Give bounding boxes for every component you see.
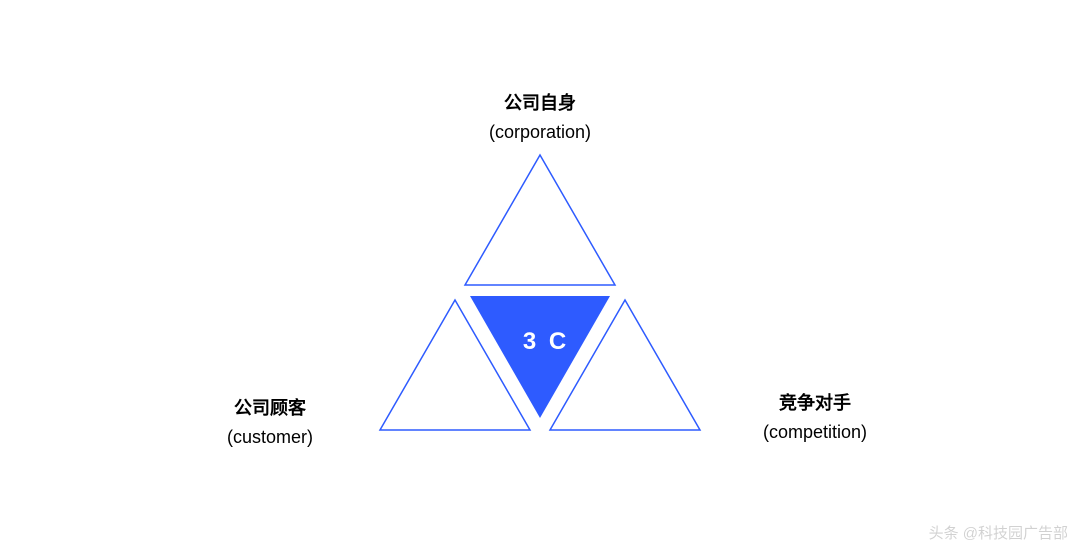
- triangle-top: [465, 155, 615, 285]
- label-left-cn: 公司顾客: [227, 395, 313, 422]
- center-label: 3 C: [523, 328, 569, 356]
- label-left: 公司顾客 (customer): [227, 395, 313, 451]
- label-right: 竞争对手 (competition): [763, 390, 867, 446]
- label-right-en: (competition): [763, 419, 867, 446]
- label-top: 公司自身 (corporation): [489, 90, 591, 146]
- triangle-center: [470, 296, 610, 418]
- label-top-cn: 公司自身: [489, 90, 591, 117]
- label-right-cn: 竞争对手: [763, 390, 867, 417]
- watermark: 头条 @科技园广告部: [929, 522, 1068, 543]
- three-c-diagram: 3 C 公司自身 (corporation) 公司顾客 (customer) 竞…: [0, 0, 1080, 551]
- label-left-en: (customer): [227, 424, 313, 451]
- label-top-en: (corporation): [489, 119, 591, 146]
- triangle-svg: [0, 0, 1080, 551]
